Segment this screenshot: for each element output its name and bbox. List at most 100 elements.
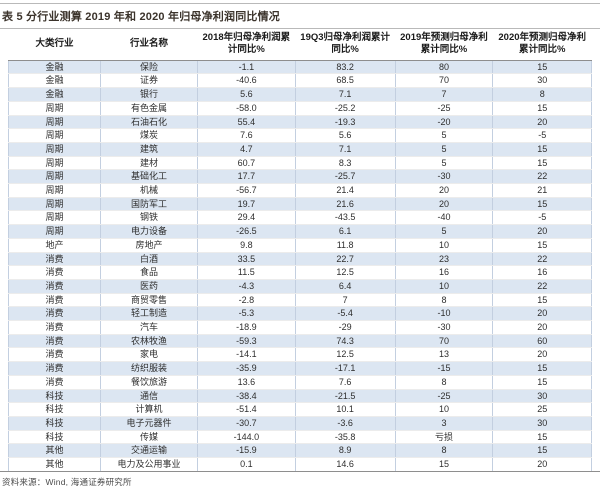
value-2020-forecast-cell: 20 [492, 320, 592, 335]
value-2020-forecast-cell: 15 [492, 293, 592, 308]
value-2019-forecast-cell: 20 [394, 197, 494, 212]
value-19q3-cell: 12.5 [294, 347, 396, 363]
industry-cell: 交通运输 [100, 443, 198, 459]
value-2020-forecast-cell: 15 [492, 142, 592, 157]
value-2018-cell: -30.7 [196, 416, 296, 431]
industry-cell: 农林牧渔 [100, 334, 198, 349]
value-2020-forecast-cell: 20 [492, 306, 592, 322]
table-row: 其他 交通运输 -15.9 8.9 8 15 [7, 443, 592, 459]
table-row: 科技 传媒 -144.0 -35.8 亏损 15 [7, 430, 592, 445]
value-19q3-cell: -5.4 [294, 306, 396, 322]
value-2018-cell: 11.5 [196, 265, 296, 280]
value-2020-forecast-cell: 22 [492, 252, 592, 267]
value-2018-cell: -1.1 [196, 60, 296, 75]
value-2019-forecast-cell: -15 [394, 361, 494, 376]
value-2018-cell: 9.8 [196, 238, 296, 253]
table-row: 周期 钢铁 29.4 -43.5 -40 -5 [7, 210, 592, 226]
value-2020-forecast-cell: 15 [492, 60, 592, 75]
table-row: 消费 餐饮旅游 13.6 7.6 8 15 [7, 375, 592, 390]
industry-cell: 证券 [100, 73, 198, 89]
industry-cell: 石油石化 [100, 115, 198, 130]
value-2019-forecast-cell: -25 [394, 101, 494, 116]
value-2020-forecast-cell: 8 [492, 87, 592, 102]
table-row: 消费 农林牧渔 -59.3 74.3 70 60 [7, 334, 592, 349]
value-2020-forecast-cell: 22 [492, 279, 592, 294]
value-2020-forecast-cell: 15 [492, 238, 592, 253]
value-2018-cell: -15.9 [196, 443, 296, 459]
value-2019-forecast-cell: 70 [394, 73, 494, 89]
value-2020-forecast-cell: 16 [492, 265, 592, 280]
value-2018-cell: 7.6 [196, 128, 296, 143]
category-cell: 其他 [7, 457, 102, 471]
value-19q3-cell: 14.6 [294, 457, 396, 471]
value-2019-forecast-cell: 8 [394, 375, 494, 390]
category-cell: 周期 [7, 183, 102, 198]
value-2020-forecast-cell: 30 [492, 389, 592, 404]
value-2019-forecast-cell: 10 [394, 279, 494, 294]
value-2019-forecast-cell: -25 [394, 389, 494, 404]
col-header-2018-yoy: 2018年归母净利润累计同比% [197, 29, 296, 61]
value-2019-forecast-cell: 10 [394, 238, 494, 253]
category-cell: 周期 [7, 115, 102, 130]
value-2019-forecast-cell: 5 [394, 156, 494, 171]
value-19q3-cell: 22.7 [294, 252, 396, 267]
table-header-row: 大类行业 行业名称 2018年归母净利润累计同比% 19Q3归母净利润累计同比%… [8, 29, 592, 61]
value-19q3-cell: 7.1 [294, 87, 396, 102]
industry-cell: 汽车 [100, 320, 198, 335]
value-19q3-cell: 7.1 [294, 142, 396, 157]
industry-forecast-table: 大类行业 行业名称 2018年归母净利润累计同比% 19Q3归母净利润累计同比%… [7, 29, 592, 471]
value-2018-cell: -2.8 [196, 293, 296, 308]
value-2018-cell: -58.0 [196, 101, 296, 116]
value-2019-forecast-cell: 10 [394, 402, 494, 417]
value-19q3-cell: 83.2 [294, 60, 396, 75]
bottom-divider [0, 470, 600, 472]
value-19q3-cell: 6.4 [294, 279, 396, 294]
value-2019-forecast-cell: 15 [394, 457, 494, 471]
value-2019-forecast-cell: 7 [394, 87, 494, 102]
value-2020-forecast-cell: -5 [492, 128, 592, 143]
value-2019-forecast-cell: 8 [394, 293, 494, 308]
table-title: 表 5 分行业测算 2019 年和 2020 年归母净利润同比情况 [2, 11, 280, 23]
value-2018-cell: -56.7 [196, 183, 296, 198]
industry-cell: 电力及公用事业 [100, 457, 198, 471]
category-cell: 周期 [7, 210, 102, 226]
industry-cell: 传媒 [100, 430, 198, 445]
value-19q3-cell: -29 [294, 320, 396, 335]
table-row: 科技 通信 -38.4 -21.5 -25 30 [7, 389, 592, 404]
value-2018-cell: -14.1 [196, 347, 296, 363]
category-cell: 周期 [7, 142, 102, 157]
table-row: 周期 建材 60.7 8.3 5 15 [7, 156, 592, 171]
value-2020-forecast-cell: 15 [492, 101, 592, 116]
table-row: 周期 有色金属 -58.0 -25.2 -25 15 [7, 101, 592, 116]
category-cell: 科技 [7, 430, 102, 445]
table-row: 科技 电子元器件 -30.7 -3.6 3 30 [7, 416, 592, 431]
table-row: 消费 白酒 33.5 22.7 23 22 [7, 252, 592, 267]
table-row: 周期 基础化工 17.7 -25.7 -30 22 [7, 169, 592, 185]
value-19q3-cell: 68.5 [294, 73, 396, 89]
value-2020-forecast-cell: 20 [492, 115, 592, 130]
source-note: 资料来源：Wind, 海通证券研究所 [2, 476, 132, 487]
value-2019-forecast-cell: -30 [394, 169, 494, 185]
table-row: 消费 医药 -4.3 6.4 10 22 [7, 279, 592, 294]
value-19q3-cell: 8.3 [294, 156, 396, 171]
value-2019-forecast-cell: 8 [394, 443, 494, 459]
col-header-19q3-yoy: 19Q3归母净利润累计同比% [295, 29, 395, 61]
industry-cell: 煤炭 [100, 128, 198, 143]
value-2018-cell: 5.6 [196, 87, 296, 102]
table-row: 其他 电力及公用事业 0.1 14.6 15 20 [7, 457, 592, 471]
col-header-category: 大类行业 [8, 29, 101, 61]
industry-cell: 纺织服装 [100, 361, 198, 376]
value-2018-cell: 60.7 [196, 156, 296, 171]
industry-cell: 钢铁 [100, 210, 198, 226]
table-row: 科技 计算机 -51.4 10.1 10 25 [7, 402, 592, 417]
value-2019-forecast-cell: 亏损 [394, 430, 494, 445]
industry-cell: 保险 [100, 60, 198, 75]
value-2019-forecast-cell: 5 [394, 142, 494, 157]
category-cell: 其他 [7, 443, 102, 459]
industry-cell: 银行 [100, 87, 198, 102]
industry-cell: 医药 [100, 279, 198, 294]
col-header-2020-forecast: 2020年预测归母净利累计同比% [492, 29, 592, 61]
value-19q3-cell: 7.6 [294, 375, 396, 390]
category-cell: 金融 [7, 73, 102, 89]
table-row: 金融 保险 -1.1 83.2 80 15 [7, 60, 592, 75]
